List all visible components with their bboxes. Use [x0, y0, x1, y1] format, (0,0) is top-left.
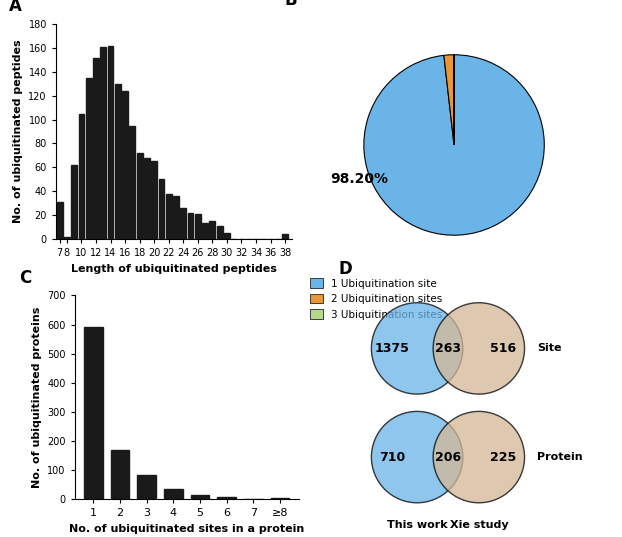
Bar	[166, 194, 172, 239]
Bar	[137, 153, 142, 239]
Bar	[173, 196, 179, 239]
Bar	[86, 78, 91, 239]
Bar	[129, 126, 135, 239]
Y-axis label: No. of ubiquitinated proteins: No. of ubiquitinated proteins	[32, 307, 42, 488]
Wedge shape	[444, 55, 454, 145]
Text: 710: 710	[379, 451, 406, 463]
Bar	[72, 165, 77, 239]
Text: 225: 225	[490, 451, 517, 463]
Bar	[202, 223, 208, 239]
Text: Xie study: Xie study	[450, 520, 508, 530]
Bar	[216, 226, 223, 239]
Bar	[100, 47, 106, 239]
Wedge shape	[364, 55, 544, 235]
Circle shape	[371, 303, 463, 394]
Text: This work: This work	[387, 520, 447, 530]
Text: 516: 516	[491, 342, 517, 355]
Legend: 1 Ubiquitination site, 2 Ubiquitination sites, 3 Ubiquitination sites: 1 Ubiquitination site, 2 Ubiquitination …	[306, 274, 447, 324]
Bar	[64, 237, 70, 239]
Bar	[108, 46, 113, 239]
Bar	[180, 208, 186, 239]
Text: C: C	[19, 269, 31, 287]
Text: A: A	[9, 0, 22, 15]
Text: 263: 263	[435, 342, 461, 355]
Text: 1375: 1375	[375, 342, 410, 355]
Bar	[271, 498, 289, 499]
Bar	[282, 234, 288, 239]
Text: Site: Site	[537, 343, 562, 353]
Bar	[164, 489, 183, 499]
Bar	[190, 495, 209, 499]
X-axis label: No. of ubiquitinated sites in a protein: No. of ubiquitinated sites in a protein	[69, 524, 304, 534]
Bar	[122, 91, 128, 239]
X-axis label: Length of ubiquitinated peptides: Length of ubiquitinated peptides	[72, 264, 277, 273]
Bar	[151, 162, 157, 239]
Bar	[224, 233, 230, 239]
Bar	[188, 213, 193, 239]
Y-axis label: No. of ubiquitinated peptides: No. of ubiquitinated peptides	[13, 40, 23, 223]
Bar	[210, 221, 215, 239]
Bar	[93, 57, 99, 239]
Circle shape	[433, 303, 524, 394]
Circle shape	[433, 411, 524, 503]
Bar	[78, 114, 85, 239]
Text: 206: 206	[435, 451, 461, 463]
Text: D: D	[338, 260, 352, 278]
Bar	[159, 179, 164, 239]
Text: 98.20%: 98.20%	[330, 172, 388, 186]
Bar	[244, 498, 262, 499]
Bar	[137, 475, 156, 499]
Bar	[217, 497, 236, 499]
Bar	[195, 214, 201, 239]
Bar	[115, 84, 121, 239]
Bar	[144, 158, 150, 239]
Bar	[57, 202, 63, 239]
Circle shape	[371, 411, 463, 503]
Text: Protein: Protein	[537, 452, 583, 462]
Bar	[84, 327, 103, 499]
Bar	[111, 450, 129, 499]
Text: B: B	[285, 0, 297, 9]
